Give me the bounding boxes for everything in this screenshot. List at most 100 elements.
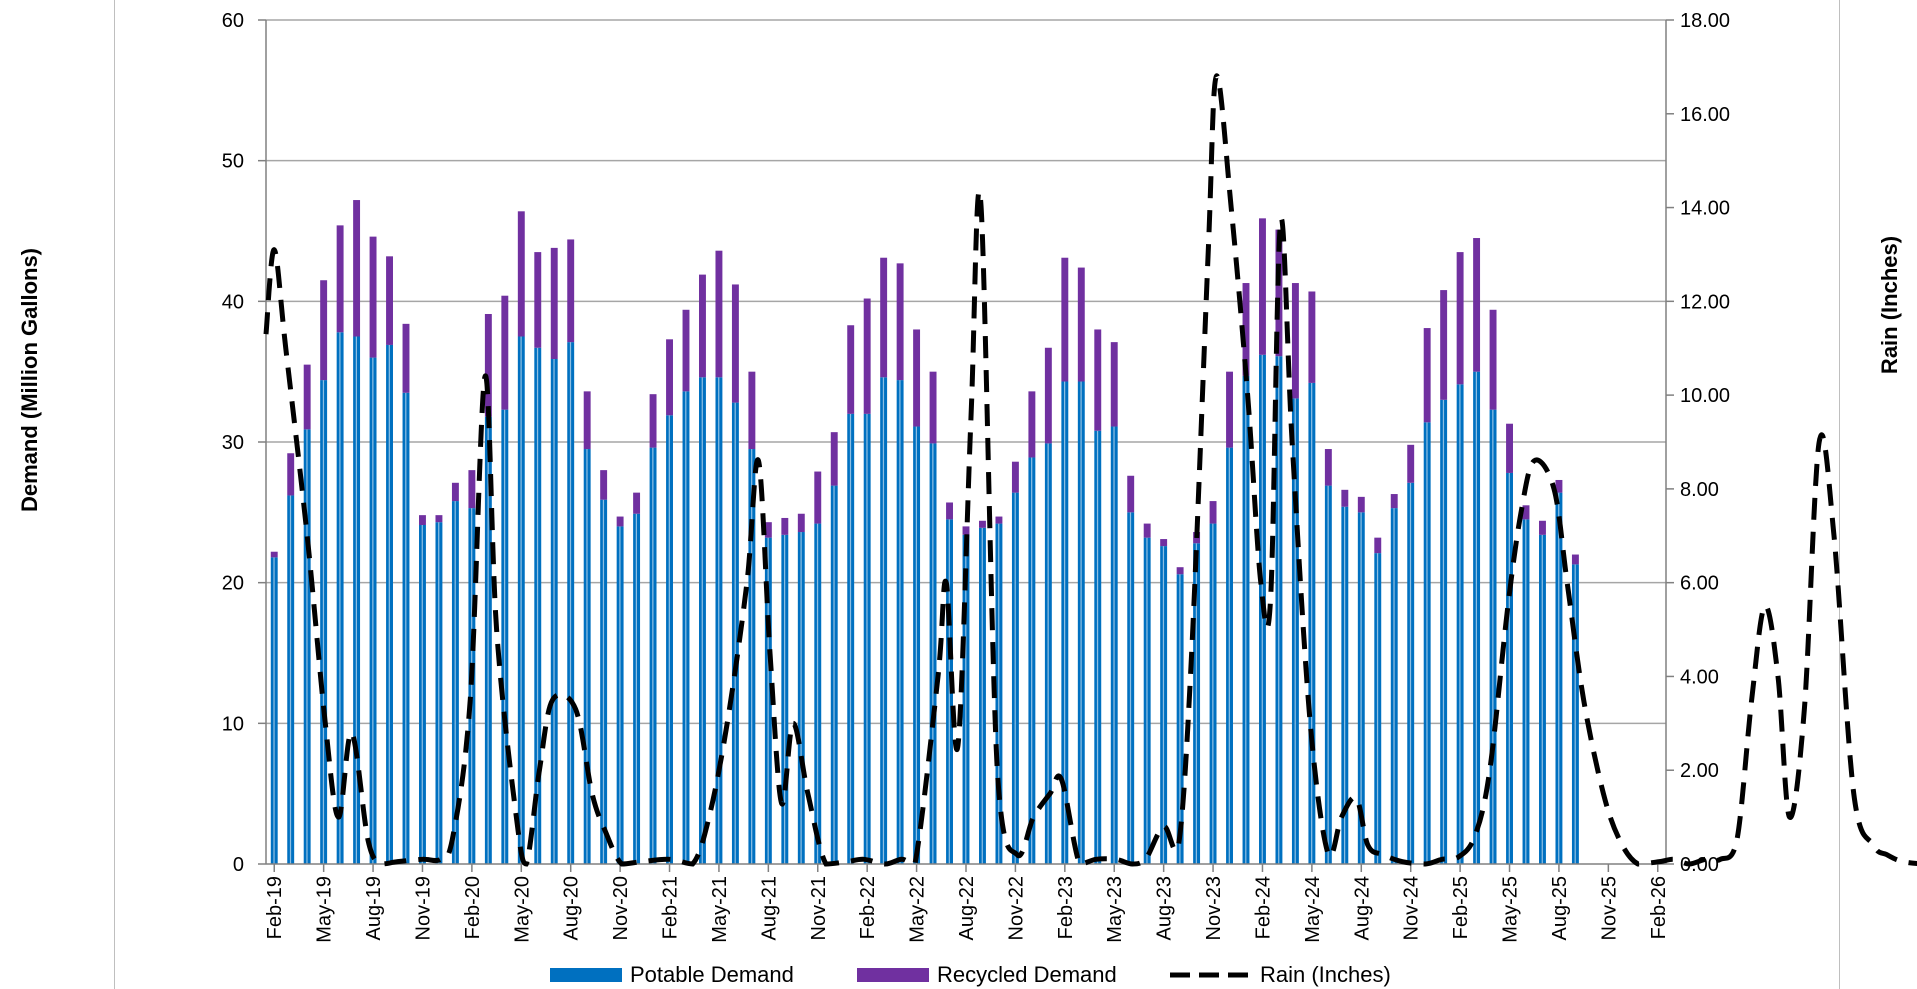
bar-recycled — [337, 225, 344, 332]
bar-potable-highlight — [586, 449, 587, 864]
x-tick-label: Feb-21 — [660, 876, 682, 939]
bar-potable-highlight — [405, 393, 406, 864]
y-tick-label: 0 — [233, 854, 244, 876]
bar-potable-highlight — [1031, 457, 1032, 864]
bar-recycled — [452, 483, 459, 501]
bar-recycled — [1259, 218, 1266, 354]
x-tick-label: Nov-20 — [610, 876, 632, 940]
y2-tick-label: 16.00 — [1680, 104, 1730, 126]
bar-potable-highlight — [1278, 356, 1279, 864]
bar-recycled — [271, 552, 278, 558]
bar-recycled — [880, 258, 887, 378]
bar-recycled — [403, 324, 410, 393]
x-tick-label: Aug-20 — [561, 876, 583, 941]
bar-recycled — [913, 329, 920, 426]
bar-potable-highlight — [1476, 372, 1477, 864]
x-tick-label: Nov-19 — [412, 876, 434, 940]
bar-recycled — [1045, 348, 1052, 444]
x-tick-label: Nov-21 — [808, 876, 830, 940]
bar-recycled — [1226, 372, 1233, 448]
y2-tick-label: 14.00 — [1680, 198, 1730, 220]
bar-potable-highlight — [1212, 524, 1213, 864]
x-tick-label: Aug-23 — [1154, 876, 1176, 941]
x-tick-label: May-25 — [1500, 876, 1522, 943]
legend-item-rain: Rain (Inches) — [1168, 962, 1391, 988]
bar-potable-highlight — [306, 429, 307, 864]
bar-recycled — [353, 200, 360, 336]
bar-potable-highlight — [850, 414, 851, 864]
bar-potable-highlight — [669, 415, 670, 864]
bar-potable-highlight — [537, 348, 538, 864]
bar-potable-highlight — [833, 486, 834, 864]
bar-potable-highlight — [1509, 473, 1510, 864]
bar-potable-highlight — [1393, 508, 1394, 864]
bar-recycled — [748, 372, 755, 449]
x-tick-label: Nov-23 — [1203, 876, 1225, 940]
bar-recycled — [930, 372, 937, 444]
bar-potable-highlight — [1542, 535, 1543, 864]
rain-series-line — [266, 76, 1917, 864]
x-tick-label: Feb-22 — [857, 876, 879, 939]
x-tick-label: Nov-25 — [1598, 876, 1620, 940]
bar-potable-highlight — [1130, 512, 1131, 864]
x-tick-label: Feb-20 — [462, 876, 484, 939]
bar-potable-highlight — [520, 337, 521, 865]
bar-potable-highlight — [1575, 564, 1576, 864]
bar-recycled — [1374, 538, 1381, 553]
bar-potable-highlight — [784, 535, 785, 864]
bar-recycled — [897, 263, 904, 380]
y-tick-label: 30 — [222, 432, 244, 454]
bar-recycled — [1061, 258, 1068, 382]
bar-recycled — [1424, 328, 1431, 422]
bar-potable-highlight — [273, 557, 274, 864]
x-tick-label: Aug-25 — [1549, 876, 1571, 941]
bar-potable-highlight — [603, 500, 604, 864]
bars — [271, 200, 1579, 864]
bar-potable-highlight — [1410, 483, 1411, 864]
x-tick-label: Feb-25 — [1450, 876, 1472, 939]
bar-recycled — [699, 275, 706, 378]
legend-swatch-rain — [1168, 968, 1252, 982]
bar-recycled — [370, 237, 377, 358]
bar-recycled — [1391, 494, 1398, 508]
bar-recycled — [683, 310, 690, 392]
bar-potable-highlight — [339, 332, 340, 864]
legend-label-rain: Rain (Inches) — [1260, 962, 1391, 988]
bar-recycled — [715, 251, 722, 378]
x-tick-label: Nov-24 — [1401, 876, 1423, 940]
bar-recycled — [435, 515, 442, 522]
bar-recycled — [1358, 497, 1365, 512]
y2-tick-label: 10.00 — [1680, 385, 1730, 407]
x-tick-label: May-20 — [511, 876, 533, 943]
bar-potable-highlight — [652, 448, 653, 864]
y-tick-label: 50 — [222, 151, 244, 173]
bar-recycled — [1407, 445, 1414, 483]
plot-area: 0 10 20 30 40 50 60 0.00 2.00 4.00 6.00 8.00 10.00 12… — [0, 0, 1917, 960]
x-tick-label: Aug-24 — [1351, 876, 1373, 941]
y2-tick-label: 6.00 — [1680, 573, 1719, 595]
bar-potable-highlight — [1048, 443, 1049, 864]
bar-potable-highlight — [471, 508, 472, 864]
bar-potable-highlight — [932, 443, 933, 864]
bar-potable-highlight — [553, 359, 554, 864]
bar-potable-highlight — [323, 380, 324, 864]
bar-potable-highlight — [438, 522, 439, 864]
bar-potable-highlight — [504, 410, 505, 864]
bar-potable-highlight — [1163, 546, 1164, 864]
bar-recycled — [551, 248, 558, 359]
bar-recycled — [518, 211, 525, 336]
rain-line — [266, 76, 1917, 864]
bar-recycled — [1111, 342, 1118, 426]
x-tick-label: Feb-24 — [1252, 876, 1274, 939]
y2-tick-label: 8.00 — [1680, 479, 1719, 501]
bar-potable-highlight — [1459, 384, 1460, 864]
y-tick-label: 10 — [222, 713, 244, 735]
bar-recycled — [1325, 449, 1332, 486]
bar-potable-highlight — [1443, 400, 1444, 864]
bar-potable-highlight — [751, 449, 752, 864]
bar-recycled — [1457, 252, 1464, 384]
bar-recycled — [617, 517, 624, 527]
bar-recycled — [1308, 291, 1315, 382]
bar-potable-highlight — [702, 377, 703, 864]
